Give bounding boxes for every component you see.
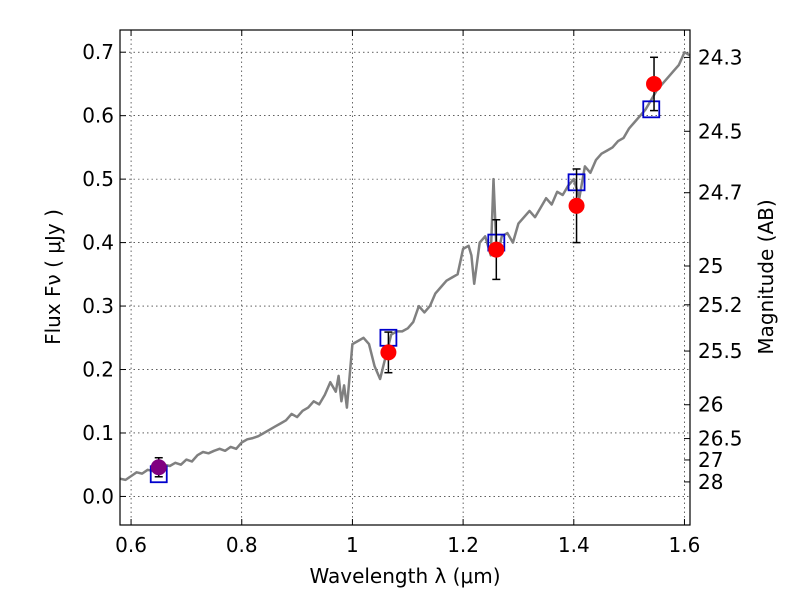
y-tick-label: 0.1 <box>82 421 114 445</box>
y-tick-label: 0.5 <box>82 167 114 191</box>
y-tick-label: 0.4 <box>82 231 114 255</box>
x-axis-title: Wavelength λ (μm) <box>309 564 500 588</box>
y2-tick-label: 25.5 <box>698 339 743 363</box>
x-tick-label: 1.4 <box>558 533 590 557</box>
observed-point <box>380 344 397 361</box>
y-tick-label: 0.0 <box>82 484 114 508</box>
observed-point <box>646 75 663 92</box>
y2-tick-label: 26.5 <box>698 427 743 451</box>
observed-point <box>488 241 505 258</box>
x-tick-label: 1 <box>346 533 359 557</box>
y2-tick-label: 26 <box>698 393 723 417</box>
plot-frame <box>119 29 691 526</box>
spectrum-line <box>119 50 691 482</box>
axis-ticks: 0.6 0.8 1 1.2 1.4 1.6 0.0 0.1 0.2 0.3 0.4 0.5 0.6 0.7… <box>82 30 743 557</box>
y-tick-label: 0.2 <box>82 358 114 382</box>
y-axis-title: Flux Fν ( μJy ) <box>41 209 65 345</box>
observed-point <box>150 459 167 476</box>
y2-tick-label: 24.5 <box>698 119 743 143</box>
observed-point <box>568 197 585 214</box>
y2-tick-label: 24.7 <box>698 181 743 205</box>
y2-tick-label: 28 <box>698 470 723 494</box>
y-tick-label: 0.7 <box>82 40 114 64</box>
x-tick-label: 1.2 <box>447 533 479 557</box>
y2-tick-label: 25.2 <box>698 293 743 317</box>
model-point <box>642 100 661 119</box>
y2-tick-label: 25 <box>698 254 723 278</box>
x-tick-label: 0.8 <box>226 533 258 557</box>
y-tick-label: 0.6 <box>82 104 114 128</box>
x-tick-label: 0.6 <box>115 533 147 557</box>
y-tick-label: 0.3 <box>82 294 114 318</box>
x-tick-label: 1.6 <box>669 533 701 557</box>
plot-data <box>119 50 691 484</box>
y2-tick-label: 24.3 <box>698 45 743 69</box>
y2-tick-label: 27 <box>698 448 723 472</box>
grid <box>120 30 690 525</box>
y2-axis-title: Magnitude (AB) <box>754 199 778 354</box>
